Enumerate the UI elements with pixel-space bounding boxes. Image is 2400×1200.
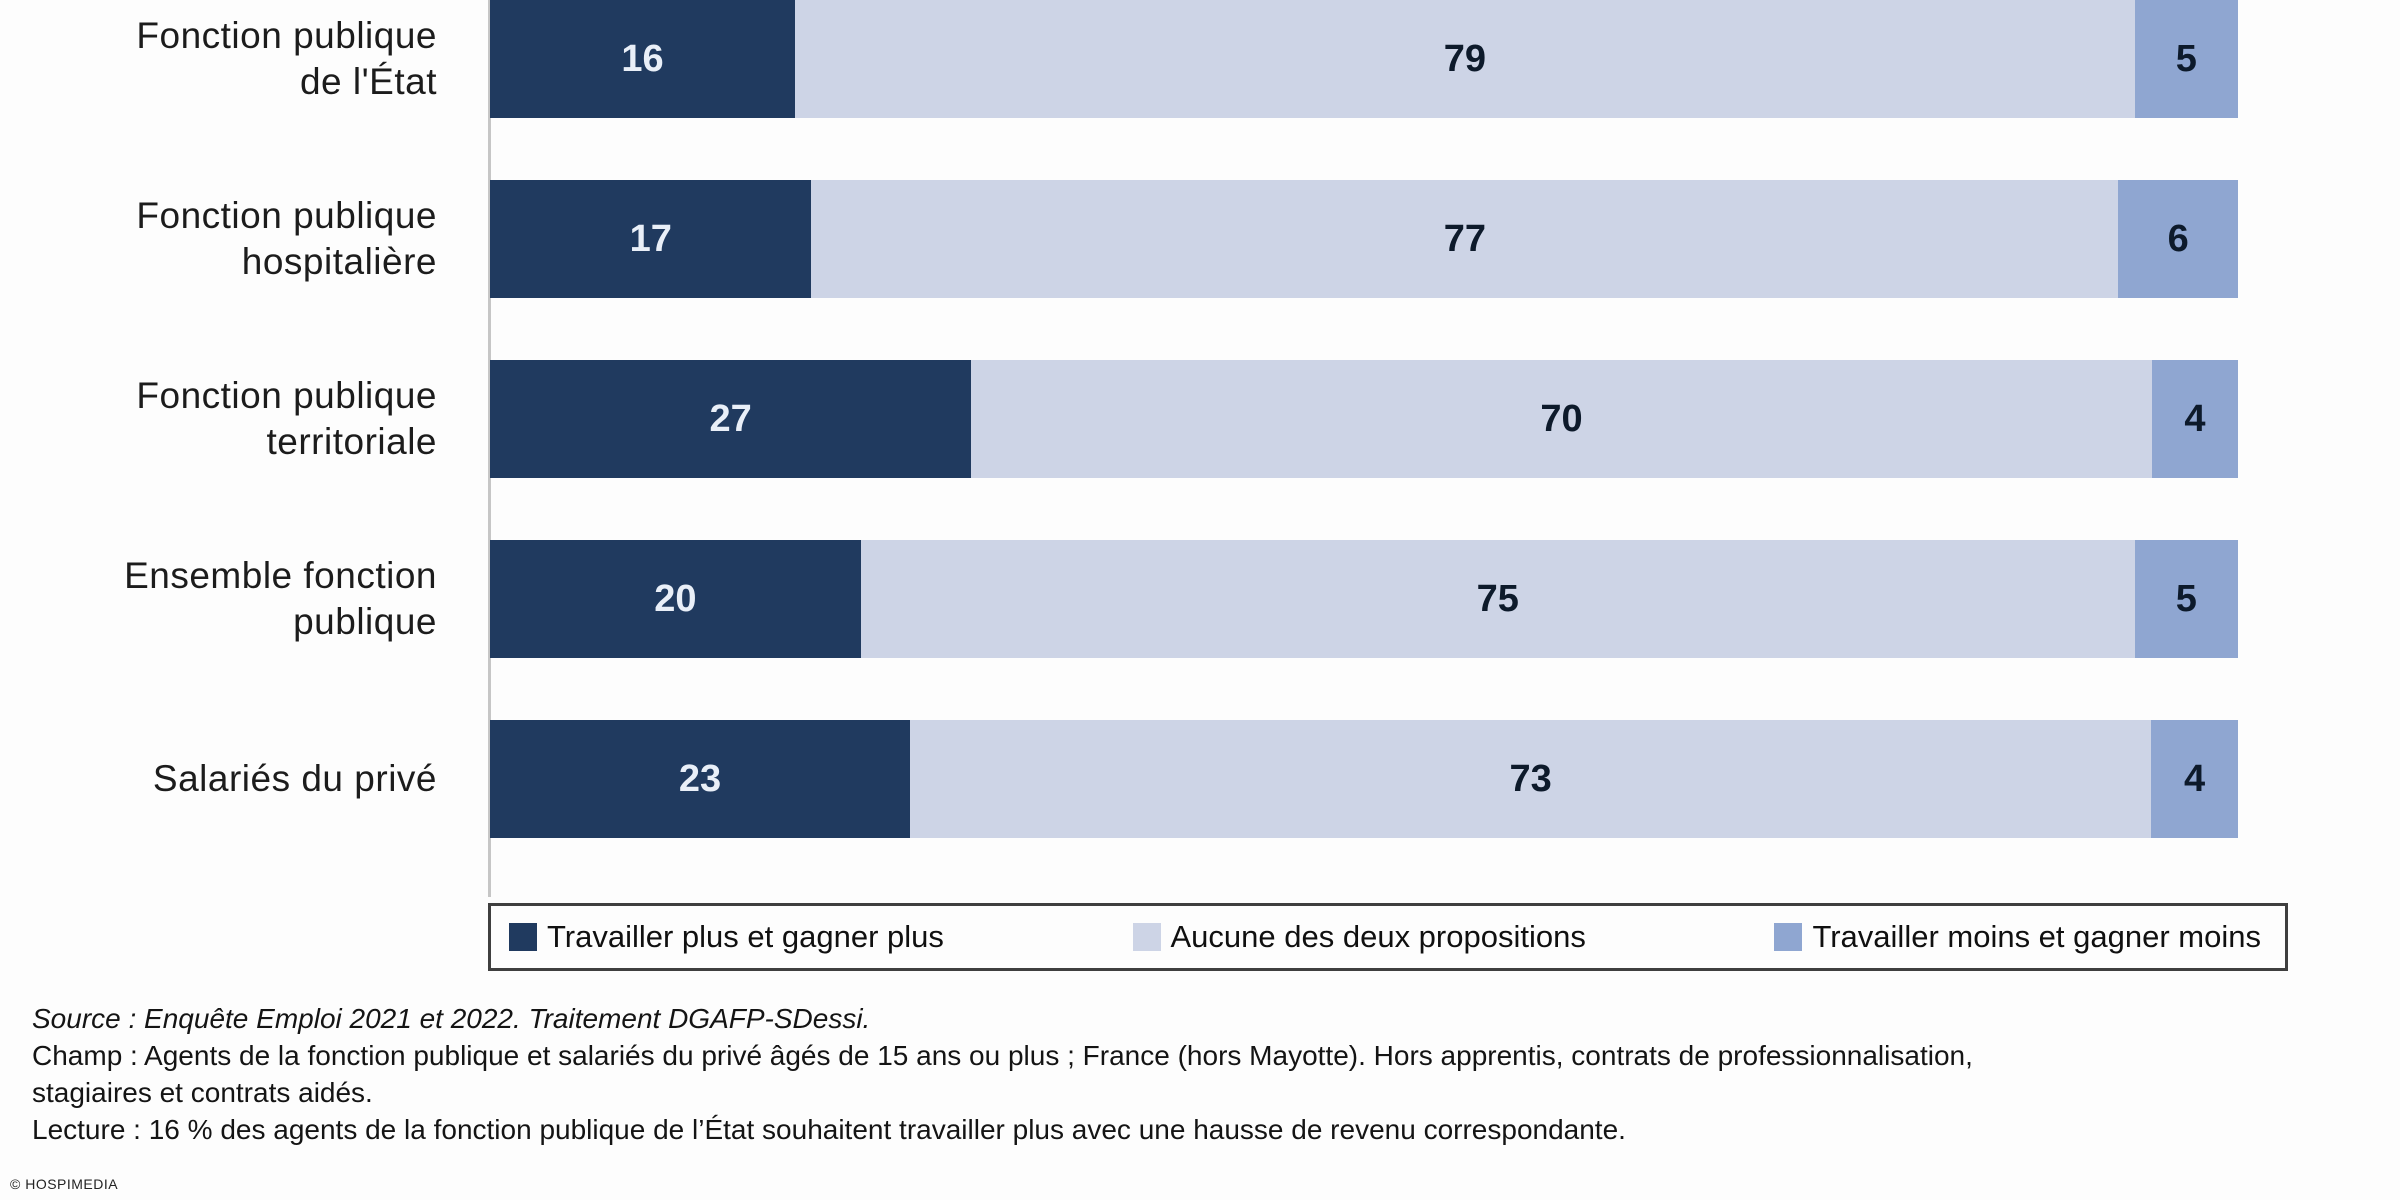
bar-value-label: 16 [621, 37, 664, 80]
champ-note-line-1: Champ : Agents de la fonction publique e… [32, 1040, 1973, 1071]
bar-value-label: 77 [1443, 217, 1487, 260]
category-label-line: publique [293, 601, 437, 642]
bar-segment-dark: 27 [490, 360, 972, 478]
bar-segment-light: 79 [795, 0, 2135, 118]
bar-segment-light: 73 [910, 720, 2152, 838]
category-label: Fonction publique territoriale [0, 360, 437, 478]
bar-value-label: 70 [1540, 397, 1583, 440]
legend-swatch-icon [1774, 923, 1803, 951]
category-label: Salariés du privé [0, 720, 437, 838]
bar-segment-medium: 5 [2134, 0, 2238, 118]
bar-track: 17 77 6 [490, 180, 2238, 298]
legend-item: Travailler plus et gagner plus [509, 919, 944, 955]
category-label-line: Fonction publique [136, 195, 437, 236]
category-label-line: Ensemble fonction [124, 555, 437, 596]
chart-row: Ensemble fonction publique 20 75 5 [0, 540, 2400, 658]
chart-row: Fonction publique territoriale 27 70 4 [0, 360, 2400, 478]
bar-value-label: 27 [709, 397, 752, 440]
bar-segment-medium: 5 [2134, 540, 2238, 658]
chart-row: Fonction publique de l'État 16 79 5 [0, 0, 2400, 118]
chart-row: Fonction publique hospitalière 17 77 6 [0, 180, 2400, 298]
category-label: Ensemble fonction publique [0, 540, 437, 658]
bar-segment-dark: 16 [490, 0, 796, 118]
footer-notes: Source : Enquête Emploi 2021 et 2022. Tr… [32, 1000, 2392, 1148]
copyright-mark: © HOSPIMEDIA [10, 1176, 119, 1192]
category-label: Fonction publique hospitalière [0, 180, 437, 298]
category-label-line: Fonction publique [136, 15, 437, 56]
bar-value-label: 4 [2184, 757, 2206, 800]
bar-value-label: 75 [1476, 577, 1519, 620]
source-note: Source : Enquête Emploi 2021 et 2022. Tr… [32, 1003, 871, 1034]
bar-track: 27 70 4 [490, 360, 2238, 478]
y-axis-line [488, 0, 491, 897]
bar-segment-dark: 20 [490, 540, 861, 658]
champ-note-line-2: stagiaires et contrats aidés. [32, 1077, 373, 1108]
stacked-bar-chart: Fonction publique de l'État 16 79 5 Fonctio… [0, 0, 2400, 897]
bar-value-label: 20 [654, 577, 697, 620]
bar-segment-light: 70 [971, 360, 2152, 478]
category-label-line: de l'État [299, 61, 437, 102]
bar-segment-medium: 4 [2151, 360, 2238, 478]
category-label-line: Salariés du privé [152, 758, 437, 799]
legend: Travailler plus et gagner plus Aucune des… [488, 903, 2288, 971]
bar-track: 20 75 5 [490, 540, 2238, 658]
bar-value-label: 5 [2175, 577, 2197, 620]
legend-label: Aucune des deux propositions [1170, 919, 1586, 954]
bar-segment-dark: 17 [490, 180, 812, 298]
legend-item: Aucune des deux propositions [1132, 919, 1586, 955]
legend-label: Travailler plus et gagner plus [547, 919, 944, 954]
bar-segment-dark: 23 [490, 720, 911, 838]
bar-value-label: 17 [629, 217, 672, 260]
category-label-line: territoriale [266, 421, 437, 462]
category-label-line: Fonction publique [136, 375, 437, 416]
lecture-note: Lecture : 16 % des agents de la fonction… [32, 1114, 1626, 1145]
bar-segment-medium: 4 [2151, 720, 2238, 838]
legend-swatch-icon [509, 923, 537, 951]
bar-segment-light: 75 [860, 540, 2135, 658]
bar-value-label: 5 [2175, 37, 2197, 80]
category-label: Fonction publique de l'État [0, 0, 437, 118]
bar-track: 16 79 5 [490, 0, 2238, 118]
legend-item: Travailler moins et gagner moins [1774, 919, 2261, 955]
bar-segment-medium: 6 [2118, 180, 2238, 298]
legend-swatch-icon [1132, 923, 1161, 951]
bar-value-label: 23 [678, 757, 722, 800]
chart-rows: Fonction publique de l'État 16 79 5 Fonctio… [0, 0, 2400, 838]
bar-value-label: 6 [2167, 217, 2189, 260]
category-label-line: hospitalière [241, 241, 437, 282]
bar-segment-light: 77 [811, 180, 2119, 298]
bar-value-label: 4 [2184, 397, 2206, 440]
legend-label: Travailler moins et gagner moins [1812, 919, 2261, 954]
bar-value-label: 73 [1509, 757, 1552, 800]
chart-row: Salariés du privé 23 73 4 [0, 720, 2400, 838]
bar-value-label: 79 [1443, 37, 1487, 80]
bar-track: 23 73 4 [490, 720, 2238, 838]
